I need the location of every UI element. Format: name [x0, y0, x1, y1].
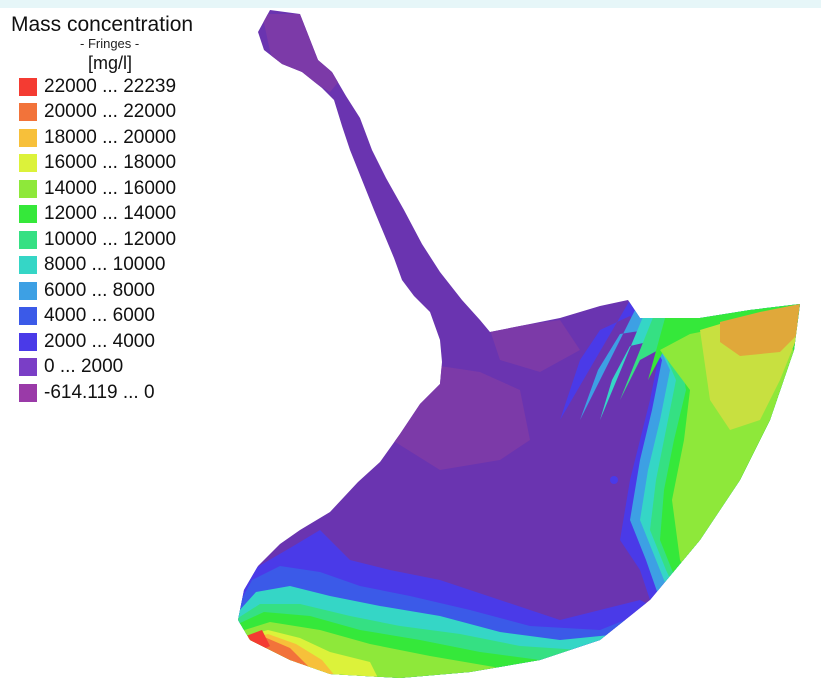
legend-item: 18000 ... 20000 — [8, 125, 233, 151]
fringe-negative — [262, 14, 340, 92]
legend-item: 4000 ... 6000 — [8, 304, 233, 330]
legend-label: -614.119 ... 0 — [44, 381, 155, 403]
legend-label: 16000 ... 18000 — [44, 152, 177, 174]
fringe-22000-22239 — [246, 630, 270, 652]
legend-label: 6000 ... 8000 — [44, 279, 155, 301]
legend-label: 18000 ... 20000 — [44, 126, 177, 148]
legend-swatch — [19, 383, 37, 402]
legend-swatch — [19, 103, 37, 122]
legend-label: 8000 ... 10000 — [44, 254, 166, 276]
legend-item: 20000 ... 22000 — [8, 100, 233, 126]
legend-swatch — [19, 77, 37, 96]
legend-item: 0 ... 2000 — [8, 355, 233, 381]
legend-subtitle: - Fringes - — [80, 36, 140, 51]
legend-swatch — [19, 256, 37, 275]
legend-swatch — [19, 358, 37, 377]
legend-item: 6000 ... 8000 — [8, 278, 233, 304]
legend-label: 4000 ... 6000 — [44, 305, 155, 327]
legend-swatch — [19, 332, 37, 351]
legend-swatch — [19, 307, 37, 326]
legend-label: 12000 ... 14000 — [44, 203, 177, 225]
legend-swatch — [19, 128, 37, 147]
legend-item: 22000 ... 22239 — [8, 74, 233, 100]
legend-item: 12000 ... 14000 — [8, 202, 233, 228]
legend-label: 20000 ... 22000 — [44, 101, 177, 123]
legend-item: 2000 ... 4000 — [8, 329, 233, 355]
legend-swatch — [19, 281, 37, 300]
legend-rows: 22000 ... 22239 20000 ... 22000 18000 ..… — [8, 74, 233, 406]
legend-unit: [mg/l] — [88, 53, 133, 73]
legend-label: 22000 ... 22239 — [44, 75, 177, 97]
fringe-18000-20000 — [720, 304, 800, 356]
mesh-point — [610, 476, 618, 484]
legend-label: 0 ... 2000 — [44, 356, 124, 378]
fringe-negative — [490, 320, 580, 372]
legend-label: 14000 ... 16000 — [44, 177, 177, 199]
legend-swatch — [19, 154, 37, 173]
legend-item: 14000 ... 16000 — [8, 176, 233, 202]
legend-title: Mass concentration — [11, 13, 194, 36]
legend-item: 16000 ... 18000 — [8, 151, 233, 177]
legend-item: 10000 ... 12000 — [8, 227, 233, 253]
legend-item: 8000 ... 10000 — [8, 253, 233, 279]
fringe-legend: Mass concentration - Fringes - [mg/l] 22… — [8, 14, 233, 406]
legend-label: 10000 ... 12000 — [44, 228, 177, 250]
legend-item: -614.119 ... 0 — [8, 380, 233, 406]
legend-label: 2000 ... 4000 — [44, 330, 155, 352]
legend-swatch — [19, 230, 37, 249]
legend-swatch — [19, 179, 37, 198]
fringe-field — [238, 10, 800, 678]
legend-swatch — [19, 205, 37, 224]
